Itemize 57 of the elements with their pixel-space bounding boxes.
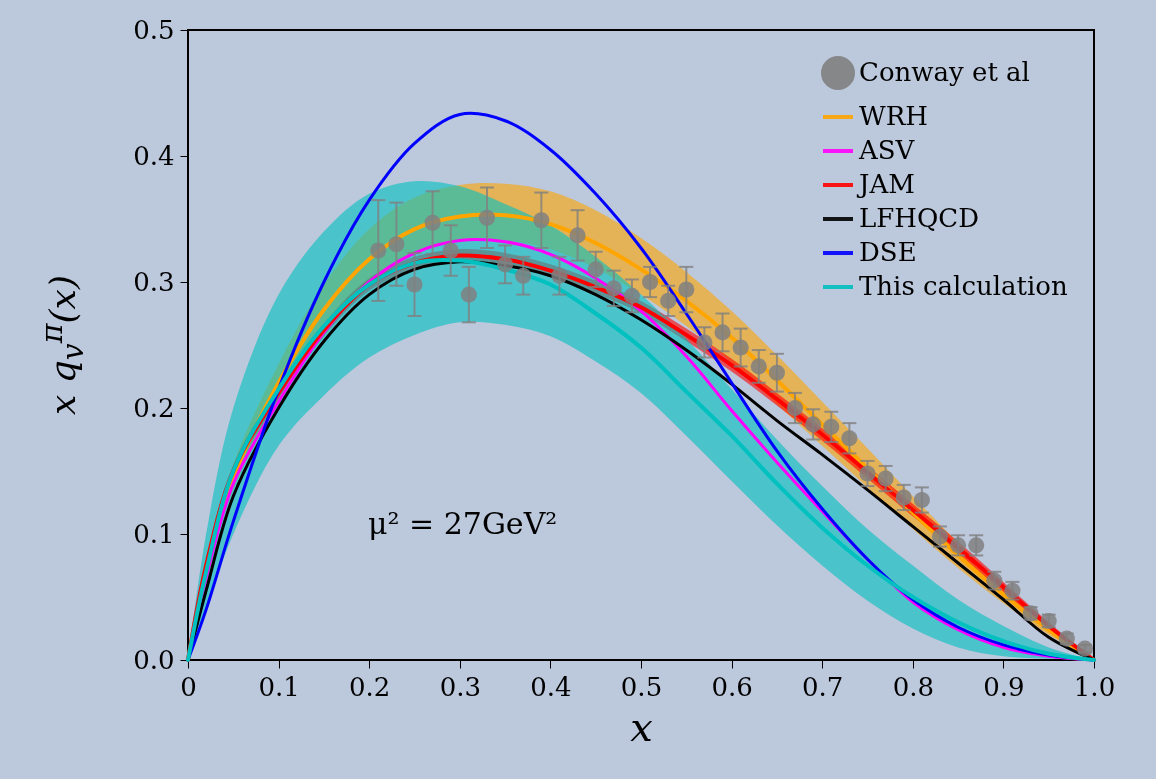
legend-label: WRH <box>859 101 928 131</box>
legend-label: ASV <box>858 135 916 165</box>
point <box>569 227 586 244</box>
point <box>714 324 731 341</box>
x-axis-title: x <box>630 703 653 750</box>
y-tick-label: 0.5 <box>133 14 175 45</box>
point <box>551 267 568 284</box>
point <box>786 399 804 417</box>
point <box>823 418 840 435</box>
point <box>370 242 387 259</box>
point <box>533 212 550 229</box>
point <box>424 214 441 231</box>
point <box>406 276 423 293</box>
point <box>841 430 858 447</box>
x-tick-label: 0.7 <box>802 671 844 702</box>
x-tick-label: 0.4 <box>530 671 572 702</box>
point <box>805 416 822 433</box>
x-tick-label: 0.8 <box>892 671 934 702</box>
point <box>750 358 767 375</box>
x-tick-label: 0.2 <box>349 671 391 702</box>
x-tick-label: 0.6 <box>711 671 753 702</box>
point <box>587 261 604 278</box>
y-tick-label: 0.3 <box>133 266 175 297</box>
point <box>497 256 514 273</box>
point <box>623 287 640 304</box>
point <box>768 364 785 381</box>
point <box>732 339 749 356</box>
point <box>660 292 677 309</box>
point <box>678 281 695 298</box>
point <box>605 280 622 297</box>
point <box>696 334 713 351</box>
legend-label: Conway et al <box>859 57 1030 87</box>
x-tick-label: 0.3 <box>439 671 481 702</box>
y-tick-label: 0.2 <box>133 392 175 423</box>
x-tick-label: 0.5 <box>620 671 663 702</box>
y-tick-label: 0.4 <box>133 140 175 171</box>
point <box>442 242 459 259</box>
point <box>388 236 405 253</box>
legend-label: LFHQCD <box>859 203 980 233</box>
point <box>478 209 496 226</box>
y-tick-label: 0.0 <box>133 644 175 675</box>
x-tick-label: 1.0 <box>1073 671 1116 702</box>
legend-label: This calculation <box>859 271 1068 301</box>
point <box>642 273 659 291</box>
legend-label: DSE <box>859 237 917 267</box>
point <box>859 465 876 482</box>
x-tick-label: 0.1 <box>258 671 300 702</box>
point <box>515 267 532 284</box>
y-tick-label: 0.1 <box>133 518 175 549</box>
x-tick-label: 0 <box>180 671 197 702</box>
legend-label: JAM <box>856 169 915 199</box>
point <box>913 491 930 509</box>
point <box>877 470 894 487</box>
annotation: μ² = 27GeV² <box>368 506 558 541</box>
x-tick-label: 0.9 <box>983 671 1025 702</box>
point <box>460 286 477 303</box>
point <box>895 489 912 506</box>
